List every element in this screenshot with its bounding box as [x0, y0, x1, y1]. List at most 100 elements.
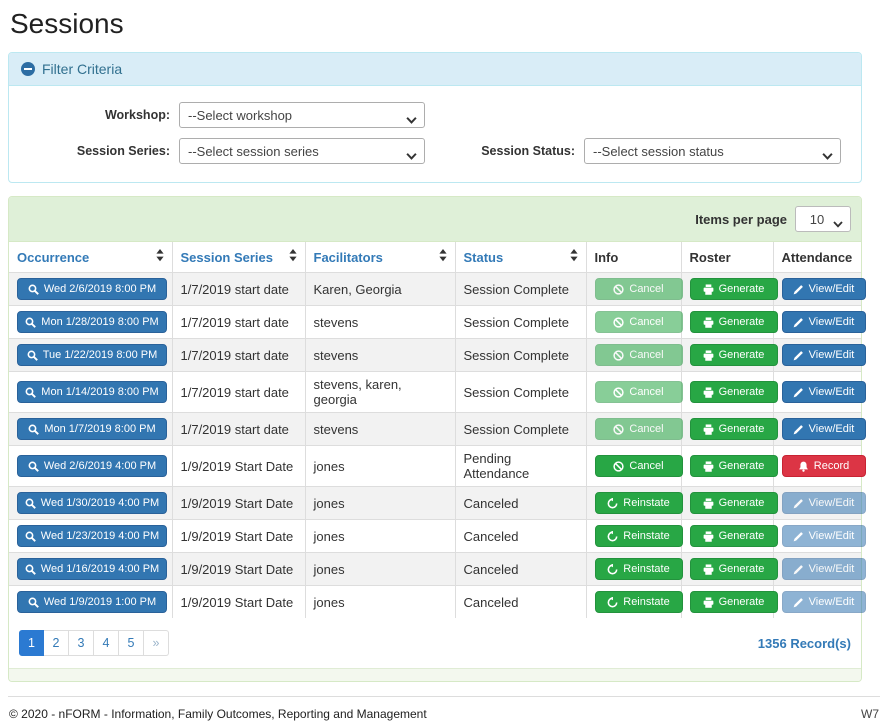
generate-button[interactable]: Generate: [689, 418, 778, 440]
occurrence-button[interactable]: Wed 2/6/2019 4:00 PM: [17, 455, 167, 477]
view-edit-button[interactable]: View/Edit: [781, 344, 866, 366]
session-series-cell: 1/7/2019 start date: [172, 305, 306, 339]
page-button-5[interactable]: 5: [119, 630, 144, 656]
generate-button[interactable]: Generate: [689, 525, 778, 547]
occurrence-button[interactable]: Wed 2/6/2019 8:00 PM: [17, 278, 167, 300]
button-label: View/Edit: [808, 529, 855, 542]
button-label: Wed 1/16/2019 4:00 PM: [40, 562, 160, 575]
search-icon: [27, 350, 38, 361]
reinstate-button[interactable]: Reinstate: [594, 492, 683, 514]
generate-button[interactable]: Generate: [689, 311, 778, 333]
session-series-label: Session Series:: [76, 144, 170, 158]
button-label: Generate: [718, 282, 765, 295]
reinstate-button[interactable]: Reinstate: [594, 525, 683, 547]
cancel-button: Cancel: [594, 278, 683, 300]
table-header-row: Occurrence Session Series Facilitators Stat…: [9, 242, 861, 273]
info-cell: Reinstate: [586, 519, 683, 553]
generate-button[interactable]: Generate: [689, 344, 778, 366]
button-label: View/Edit: [808, 348, 855, 361]
column-header-session-series[interactable]: Session Series: [172, 242, 306, 273]
generate-button[interactable]: Generate: [689, 591, 778, 613]
session-series-select[interactable]: --Select session series: [179, 138, 425, 164]
pencil-icon: [793, 531, 804, 542]
button-label: Wed 1/23/2019 4:00 PM: [40, 529, 160, 542]
occurrence-button[interactable]: Mon 1/14/2019 8:00 PM: [17, 381, 167, 403]
occurrence-cell: Mon 1/7/2019 8:00 PM: [9, 412, 173, 446]
button-label: Mon 1/28/2019 8:00 PM: [41, 315, 159, 328]
column-header-status[interactable]: Status: [455, 242, 587, 273]
roster-cell: Generate: [681, 305, 778, 339]
session-status-select[interactable]: --Select session status: [584, 138, 841, 164]
attendance-cell: View/Edit: [773, 272, 866, 306]
occurrence-cell: Wed 1/16/2019 4:00 PM: [9, 552, 173, 586]
column-header-facilitators[interactable]: Facilitators: [305, 242, 456, 273]
session-series-cell: 1/7/2019 start date: [172, 338, 306, 372]
roster-cell: Generate: [681, 412, 778, 446]
view-edit-button[interactable]: View/Edit: [781, 278, 866, 300]
roster-cell: Generate: [681, 272, 778, 306]
occurrence-button[interactable]: Wed 1/30/2019 4:00 PM: [17, 492, 167, 514]
facilitators-cell: jones: [305, 486, 456, 520]
page-button-2[interactable]: 2: [44, 630, 69, 656]
generate-button[interactable]: Generate: [689, 381, 778, 403]
items-per-page-select[interactable]: 10: [795, 206, 851, 232]
pencil-icon: [793, 564, 804, 575]
info-cell: Reinstate: [586, 585, 683, 618]
occurrence-cell: Wed 2/6/2019 8:00 PM: [9, 272, 173, 306]
generate-button[interactable]: Generate: [689, 278, 778, 300]
table-row: Wed 2/6/2019 8:00 PM 1/7/2019 start date K…: [9, 272, 866, 306]
view-edit-button[interactable]: View/Edit: [781, 381, 866, 403]
facilitators-cell: jones: [305, 585, 456, 618]
status-cell: Pending Attendance: [455, 445, 587, 487]
status-cell: Session Complete: [455, 338, 587, 372]
next-pages-button[interactable]: »: [144, 630, 169, 656]
search-icon: [25, 387, 37, 398]
record-button[interactable]: Record: [781, 455, 866, 477]
page-button-4[interactable]: 4: [94, 630, 119, 656]
occurrence-cell: Mon 1/28/2019 8:00 PM: [9, 305, 173, 339]
occurrence-button[interactable]: Mon 1/7/2019 8:00 PM: [17, 418, 167, 440]
filter-criteria-header[interactable]: Filter Criteria: [9, 53, 861, 86]
page-button-1[interactable]: 1: [19, 630, 44, 656]
generate-button[interactable]: Generate: [689, 492, 778, 514]
info-cell: Cancel: [586, 338, 683, 372]
generate-button[interactable]: Generate: [689, 455, 778, 477]
button-label: Tue 1/22/2019 8:00 PM: [42, 348, 158, 361]
record-count: 1356 Record(s): [757, 635, 851, 651]
printer-icon: [703, 530, 714, 542]
workshop-select[interactable]: --Select workshop: [179, 102, 425, 128]
reinstate-button[interactable]: Reinstate: [594, 558, 683, 580]
facilitators-cell: Karen, Georgia: [305, 272, 456, 306]
occurrence-cell: Wed 1/23/2019 4:00 PM: [9, 519, 173, 553]
cancel-button: Cancel: [594, 381, 683, 403]
button-label: Reinstate: [623, 562, 670, 575]
button-label: Generate: [718, 315, 765, 328]
roster-cell: Generate: [681, 552, 778, 586]
view-edit-button[interactable]: View/Edit: [781, 418, 866, 440]
attendance-cell: Record: [773, 445, 866, 487]
pencil-icon: [793, 424, 804, 435]
view-edit-button[interactable]: View/Edit: [781, 311, 866, 333]
occurrence-cell: Wed 1/30/2019 4:00 PM: [9, 486, 173, 520]
occurrence-button[interactable]: Wed 1/23/2019 4:00 PM: [17, 525, 167, 547]
button-label: View/Edit: [808, 282, 855, 295]
occurrence-button[interactable]: Wed 1/9/2019 1:00 PM: [17, 591, 167, 613]
table-row: Wed 1/9/2019 1:00 PM 1/9/2019 Start Date j…: [9, 585, 866, 618]
page-button-3[interactable]: 3: [69, 630, 94, 656]
table-row: Wed 1/16/2019 4:00 PM 1/9/2019 Start Date…: [9, 552, 866, 586]
column-header-attendance: Attendance: [773, 242, 861, 273]
occurrence-button[interactable]: Tue 1/22/2019 8:00 PM: [17, 344, 167, 366]
session-series-cell: 1/7/2019 start date: [172, 371, 306, 413]
cancel-button[interactable]: Cancel: [594, 455, 683, 477]
cancel-button: Cancel: [594, 311, 683, 333]
pencil-icon: [793, 284, 804, 295]
occurrence-button[interactable]: Mon 1/28/2019 8:00 PM: [17, 311, 167, 333]
button-label: Generate: [718, 595, 765, 608]
reinstate-button[interactable]: Reinstate: [594, 591, 683, 613]
attendance-cell: View/Edit: [773, 585, 866, 618]
occurrence-button[interactable]: Wed 1/16/2019 4:00 PM: [17, 558, 167, 580]
button-label: Reinstate: [623, 496, 670, 509]
button-label: View/Edit: [808, 315, 855, 328]
column-header-occurrence[interactable]: Occurrence: [9, 242, 173, 273]
generate-button[interactable]: Generate: [689, 558, 778, 580]
